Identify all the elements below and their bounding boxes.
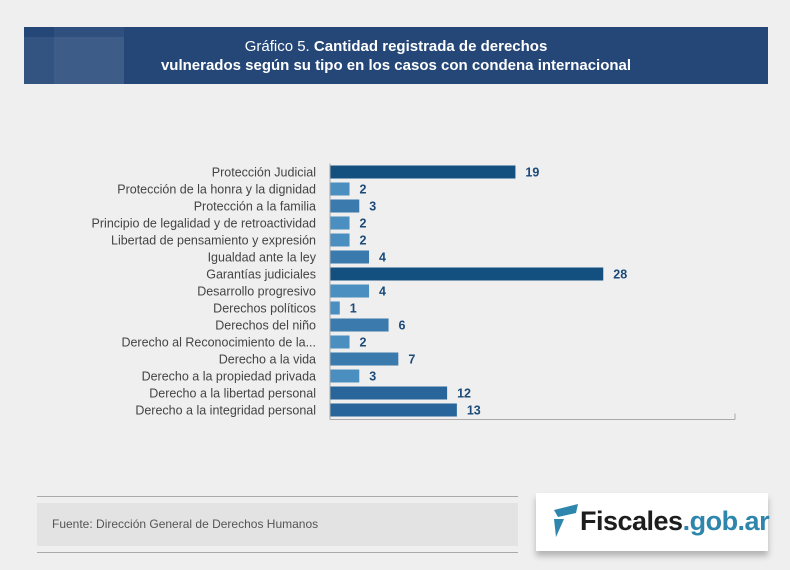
bar xyxy=(330,216,350,230)
bar xyxy=(330,250,370,264)
bar xyxy=(330,199,360,213)
data-label: 1 xyxy=(350,302,357,316)
source-text: Fuente: Dirección General de Derechos Hu… xyxy=(37,503,518,546)
data-label: 2 xyxy=(360,234,367,248)
bar-chart: Protección Judicial 19 Protección de la ho… xyxy=(92,163,736,420)
data-label: 3 xyxy=(369,200,376,214)
chart-title-line2: vulnerados según su tipo en los casos co… xyxy=(160,57,632,74)
chart-title-line1: Gráfico 5. Cantidad registrada de derech… xyxy=(244,38,548,55)
category-label: Derecho a la propiedad privada xyxy=(142,370,316,384)
data-label: 4 xyxy=(379,285,386,299)
fiscales-logo: Fiscales.gob.ar xyxy=(536,493,770,551)
data-label: 28 xyxy=(613,268,627,282)
bar xyxy=(330,267,604,281)
category-label: Principio de legalidad y de retroactivid… xyxy=(92,217,316,231)
category-label: Derechos del niño xyxy=(215,319,316,333)
data-label: 4 xyxy=(379,251,386,265)
bar xyxy=(330,284,370,298)
bar xyxy=(330,352,399,366)
bar xyxy=(330,165,516,179)
category-label: Derecho a la integridad personal xyxy=(135,404,316,418)
data-label: 19 xyxy=(525,166,539,180)
data-label: 2 xyxy=(360,183,367,197)
title-banner: Gráfico 5. Cantidad registrada de derech… xyxy=(24,27,768,84)
category-label: Protección a la familia xyxy=(194,200,316,214)
data-label: 6 xyxy=(399,319,406,333)
bar xyxy=(330,369,360,383)
data-label: 2 xyxy=(360,336,367,350)
bar xyxy=(330,182,350,196)
bar xyxy=(330,318,389,332)
data-label: 2 xyxy=(360,217,367,231)
category-label: Derecho a la libertad personal xyxy=(149,387,316,401)
category-label: Protección de la honra y la dignidad xyxy=(117,183,316,197)
category-label: Protección Judicial xyxy=(212,166,316,180)
data-label: 13 xyxy=(467,404,481,418)
bar xyxy=(330,301,340,315)
category-label: Igualdad ante la ley xyxy=(208,251,317,265)
data-label: 3 xyxy=(369,370,376,384)
category-label: Garantías judiciales xyxy=(206,268,316,282)
logo-f-icon xyxy=(554,504,578,537)
category-label: Libertad de pensamiento y expresión xyxy=(111,234,316,248)
data-label: 12 xyxy=(457,387,471,401)
category-label: Derecho al Reconocimiento de la... xyxy=(121,336,316,350)
data-label: 7 xyxy=(408,353,415,367)
source-box: Fuente: Dirección General de Derechos Hu… xyxy=(37,496,518,553)
bar xyxy=(330,335,350,349)
bar xyxy=(330,233,350,247)
category-label: Derecho a la vida xyxy=(219,353,316,367)
category-label: Derechos políticos xyxy=(213,302,316,316)
category-label: Desarrollo progresivo xyxy=(197,285,316,299)
bar xyxy=(330,386,448,400)
bar xyxy=(330,403,457,417)
